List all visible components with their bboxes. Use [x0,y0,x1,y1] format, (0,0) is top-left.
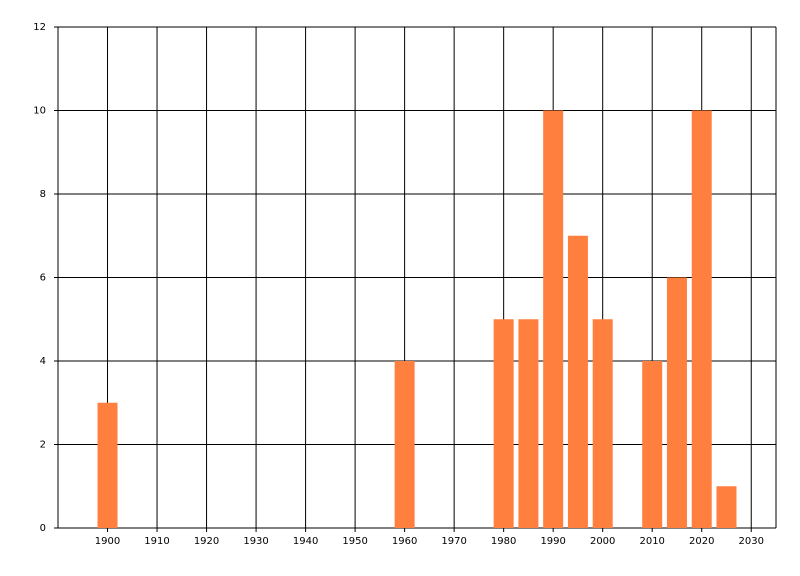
x-tick-label: 1970 [441,536,466,547]
x-tick-label: 1920 [194,536,219,547]
x-tick-label: 1980 [491,536,516,547]
y-tick-label: 4 [40,356,46,367]
x-tick-label: 1930 [243,536,268,547]
y-tick-label: 12 [33,22,46,33]
bar [716,486,737,528]
bar [543,110,564,528]
y-tick-label: 8 [40,189,46,200]
y-tick-label: 0 [40,523,46,534]
y-tick-label: 6 [40,273,46,284]
x-tick-label: 1990 [540,536,565,547]
x-tick-label: 2030 [739,536,764,547]
bar [394,361,415,528]
bar [518,319,539,528]
x-tick-label: 2000 [590,536,615,547]
bar [97,402,118,528]
x-tick-label: 1900 [95,536,120,547]
x-tick-label: 1960 [392,536,417,547]
bar [567,235,588,528]
x-tick-label: 1950 [342,536,367,547]
bar [592,319,613,528]
y-tick-label: 2 [40,440,46,451]
bar [493,319,514,528]
x-tick-label: 2010 [639,536,664,547]
x-tick-label: 2020 [689,536,714,547]
x-tick-label: 1940 [293,536,318,547]
bar [642,361,663,528]
y-tick-label: 10 [33,106,46,117]
bar [666,277,687,528]
bar [691,110,712,528]
x-tick-label: 1910 [144,536,169,547]
